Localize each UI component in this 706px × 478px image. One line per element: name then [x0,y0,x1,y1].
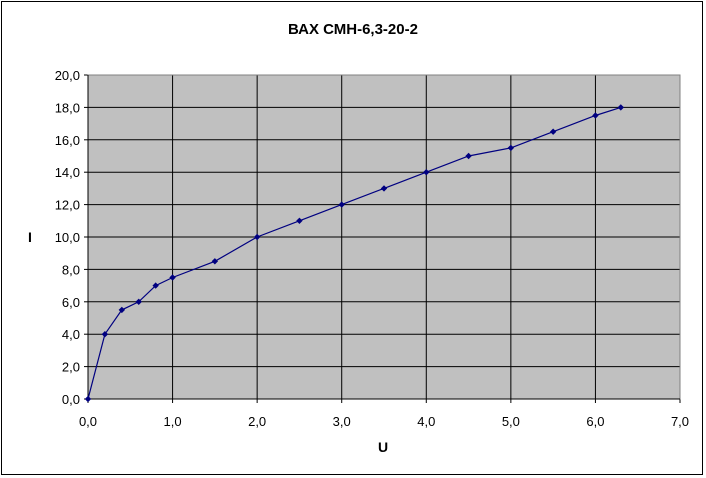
series-group [84,104,624,403]
x-tick-label: 0,0 [79,414,97,429]
x-tick-label: 5,0 [502,414,520,429]
x-tick-label: 7,0 [671,414,689,429]
data-point [380,185,388,192]
x-tick-label: 3,0 [333,414,351,429]
x-axis-label: U [378,439,388,455]
data-point [296,217,303,224]
data-point [423,169,430,176]
y-tick-label: 20,0 [55,68,80,83]
y-tick-label: 10,0 [55,230,80,245]
data-point [152,282,159,289]
data-point [118,306,126,314]
x-tick-label: 4,0 [417,414,435,429]
y-tick-label: 18,0 [55,100,80,115]
y-axis-label: I [28,229,32,245]
data-point [84,395,92,403]
y-tick-label: 4,0 [62,327,80,342]
x-tick-label: 1,0 [164,414,182,429]
y-tick-labels: 0,0 2,0 4,0 6,0 8,0 10,0 12,0 14,0 16,0 18,0 20,0 [55,68,80,407]
data-point [465,152,472,160]
axes [84,74,681,403]
grid-lines [88,74,681,399]
data-point [169,274,176,281]
chart-title: ВАХ СМН-6,3-20-2 [288,21,418,38]
x-tick-label: 2,0 [248,414,266,429]
data-point [338,201,345,208]
data-point [549,128,557,135]
data-point [592,112,599,119]
y-tick-label: 2,0 [62,360,80,375]
y-tick-label: 12,0 [55,198,80,213]
y-tick-label: 14,0 [55,165,80,180]
y-tick-label: 16,0 [55,133,80,148]
data-point [135,298,142,305]
data-point [253,233,261,241]
y-tick-label: 8,0 [62,262,80,277]
y-tick-label: 0,0 [62,392,80,407]
y-tick-label: 6,0 [62,295,80,310]
data-point [101,331,109,338]
data-point [507,144,515,152]
x-tick-labels: 0,0 1,0 2,0 3,0 4,0 5,0 6,0 7,0 [79,414,689,429]
data-point [617,104,624,111]
data-point [211,258,219,265]
x-tick-label: 6,0 [586,414,604,429]
